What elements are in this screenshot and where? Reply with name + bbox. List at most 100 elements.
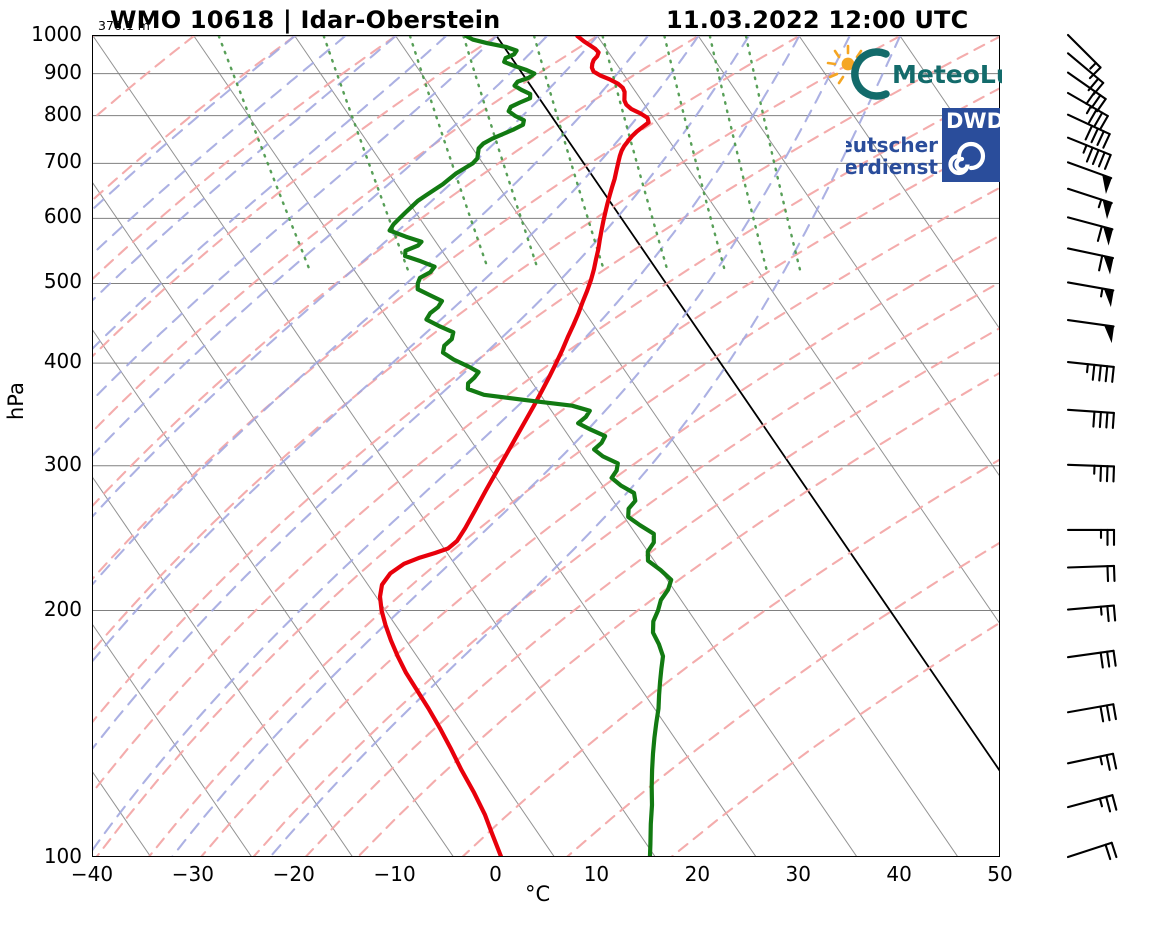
isotherm-line (93, 771, 151, 856)
y-tick-label: 700 (43, 149, 82, 174)
dry-adiabat-line (200, 234, 999, 856)
y-tick-label: 300 (43, 451, 82, 476)
x-tick-label: 20 (684, 862, 711, 886)
dwd-line1: Deutscher (846, 133, 938, 157)
dry-adiabat-line (148, 186, 999, 856)
y-tick-label: 800 (43, 101, 82, 126)
moist-adiabat-line (93, 36, 347, 256)
mixing-ratio-line (663, 36, 726, 271)
y-tick-label: 600 (43, 204, 82, 229)
isotherm-line (93, 329, 454, 856)
mixing-ratio-line (532, 36, 605, 271)
dry-adiabat-line (93, 36, 999, 723)
sun-icon (826, 44, 863, 85)
sounding-datetime: 11.03.2022 12:00 UTC (666, 6, 969, 34)
x-axis-label: °C (525, 882, 551, 906)
x-tick-label: 40 (886, 862, 912, 886)
isotherm-line (697, 36, 999, 476)
moist-adiabat-line (93, 36, 397, 302)
mixing-ratio-line (408, 36, 490, 271)
dwd-line2: Wetterdienst (846, 155, 938, 179)
sounding-plot-area[interactable] (92, 35, 1000, 857)
moist-adiabat-line (93, 36, 549, 457)
mixing-ratio-line (217, 36, 311, 271)
isotherm-line (93, 624, 252, 856)
dry-adiabat-line (95, 137, 999, 856)
isotherm-line (93, 36, 656, 856)
y-axis-label: hPa (4, 382, 28, 420)
dry-adiabat-line (93, 36, 397, 280)
dry-adiabat-line (93, 36, 195, 121)
wind-barb (1066, 247, 1115, 275)
temperature-profile-line (377, 36, 651, 856)
wind-barb (1066, 463, 1116, 483)
wind-barb (1066, 841, 1118, 861)
wind-barb (1066, 52, 1105, 96)
dwd-mark-text: DWD (946, 109, 1002, 133)
y-tick-label: 100 (43, 844, 82, 868)
altitude-label: 376.1 m (98, 18, 150, 33)
dry-adiabat-line (670, 622, 999, 856)
mixing-ratio-line (708, 36, 768, 271)
dry-adiabat-line (93, 36, 700, 507)
mixing-ratio-line (322, 36, 409, 271)
isotherm-line (93, 182, 555, 856)
moist-adiabat-line (93, 36, 296, 211)
wind-barb (1066, 33, 1102, 80)
meteolux-c-icon (851, 48, 890, 100)
dwd-spiral-icon (948, 141, 986, 176)
wind-barb (1066, 361, 1115, 383)
wind-barb (1066, 408, 1115, 429)
mixing-ratio-line (601, 36, 669, 271)
wind-barb (1066, 281, 1115, 308)
moist-adiabat-line (93, 36, 700, 663)
isotherm-line (596, 36, 999, 624)
wind-barb (1066, 216, 1114, 246)
wind-barb (1066, 794, 1118, 813)
y-tick-label: 200 (43, 596, 82, 621)
x-tick-label: −10 (373, 862, 416, 886)
dry-adiabat-line (305, 327, 999, 856)
dry-adiabat-line (93, 36, 801, 580)
isotherm-line (395, 36, 958, 856)
dewpoint-profile-line (387, 36, 674, 856)
meteolux-logo: MeteoLux (826, 44, 1002, 100)
moist-adiabat-line (93, 36, 448, 350)
sun-disc-icon (841, 57, 855, 71)
moist-adiabat-line (93, 36, 599, 518)
x-tick-label: 10 (583, 862, 610, 886)
wind-barb (1066, 703, 1117, 723)
sounding-plot-svg (93, 36, 999, 856)
x-tick-label: −30 (171, 862, 214, 886)
y-tick-label: 400 (43, 349, 82, 374)
mixing-ratio-line (462, 36, 540, 271)
moist-adiabat-line (93, 36, 750, 750)
x-tick-label: 30 (785, 862, 811, 886)
x-tick-label: 50 (987, 862, 1013, 886)
x-tick-label: −20 (272, 862, 315, 886)
moist-adiabat-line (171, 36, 851, 856)
x-tick-label: 0 (489, 862, 502, 886)
wind-barb (1066, 161, 1113, 195)
moist-adiabat-line (93, 36, 649, 586)
dry-adiabat-line (93, 36, 498, 358)
dry-adiabat-line (93, 36, 902, 652)
wind-barb (1066, 91, 1109, 131)
y-tick-label: 500 (43, 269, 82, 294)
wind-barb (1066, 187, 1113, 220)
x-tick-label: −40 (70, 862, 114, 886)
mixing-ratio-line (744, 36, 802, 271)
wind-barb (1066, 649, 1117, 669)
wind-barb (1066, 319, 1115, 344)
dry-adiabat-line (93, 36, 599, 433)
y-tick-label: 900 (43, 59, 82, 84)
wind-barb (1066, 604, 1117, 623)
wind-barb (1066, 752, 1118, 771)
moist-adiabat-line (93, 36, 498, 401)
wind-barb-panel (1066, 33, 1118, 861)
y-tick-label: 1000 (31, 22, 82, 46)
wind-barb (1066, 71, 1107, 113)
wind-barb (1066, 136, 1112, 170)
dwd-logo: DWD Deutscher Wetterdienst (846, 108, 1002, 182)
